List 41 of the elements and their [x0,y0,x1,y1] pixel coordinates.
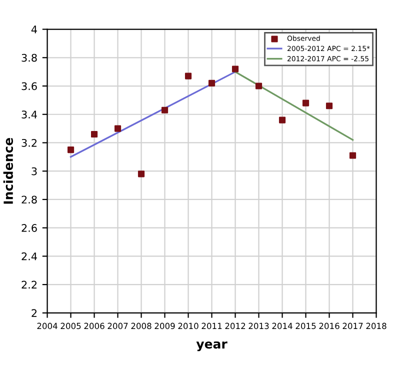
point [67,146,74,154]
point [326,102,333,110]
point [114,125,122,132]
point [90,130,98,138]
point [208,80,216,86]
y-tick-label: 3.4 [22,110,37,118]
y-tick-label: 2.4 [22,252,37,260]
x-tick-label: 2009 [154,322,175,330]
y-tick-label: 3.6 [22,82,37,90]
x-tick-label: 2004 [37,322,58,330]
x-tick-label: 2015 [296,322,316,330]
point [302,100,310,106]
point [255,82,262,90]
point [349,152,356,159]
point [278,116,286,124]
x-tick-label: 2013 [248,322,269,330]
y-tick-label: 2.2 [22,280,37,289]
point [138,170,145,178]
x-tick-label: 2012 [225,322,246,330]
x-tick-label: 2008 [131,322,152,330]
point [232,66,239,72]
y-tick-label: 3.8 [22,54,37,62]
x-tick-label: 2016 [319,322,340,330]
x-tick-label: 2017 [342,322,363,330]
y-tick-label: 4 [31,26,37,34]
x-axis-title: year [196,341,228,352]
x-tick-label: 2010 [178,322,198,330]
x-tick-label: 2005 [60,322,81,330]
y-axis-title: Incidence [3,138,14,204]
x-tick-label: 2014 [272,322,292,330]
x-tick-label: 2011 [202,322,222,330]
y-tick-label: 3.2 [22,138,37,147]
x-tick-label: 2018 [366,322,386,330]
x-tick-label: 2007 [108,322,128,330]
y-tick-label: 2.8 [22,196,37,204]
y-tick-label: 2.6 [22,224,37,232]
point [161,106,168,114]
y-tick-label: 2 [32,309,37,317]
y-tick-label: 3 [32,167,37,176]
x-tick-label: 2006 [84,322,104,330]
point [184,72,192,80]
